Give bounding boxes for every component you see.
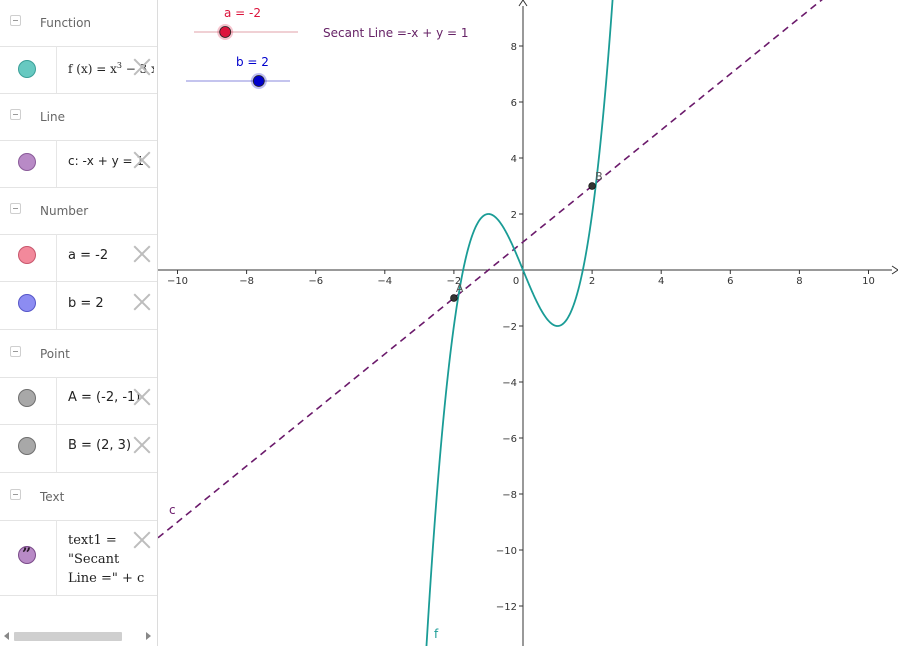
x-axis-arrow-icon — [891, 265, 898, 275]
y-tick-label: −8 — [502, 490, 517, 501]
delete-icon[interactable] — [133, 58, 151, 76]
algebra-item-label: text1 = "Secant Line =" + c — [68, 533, 145, 586]
label-main: f (x) = x — [68, 62, 117, 76]
visibility-toggle-icon[interactable] — [18, 294, 36, 312]
secant-line-c[interactable] — [157, 0, 898, 539]
group-title: Number — [40, 204, 89, 218]
visibility-toggle-icon[interactable] — [18, 60, 36, 78]
collapse-icon[interactable] — [10, 15, 21, 26]
slider-b-knob[interactable] — [252, 75, 265, 87]
algebra-item-label: b = 2 — [68, 296, 104, 311]
delete-icon[interactable] — [133, 245, 151, 263]
group-title: Point — [40, 347, 70, 361]
visibility-toggle-icon[interactable] — [18, 153, 36, 171]
collapse-icon[interactable] — [10, 346, 21, 357]
x-tick-label: 10 — [862, 276, 875, 287]
x-tick-label: 2 — [589, 276, 595, 287]
y-tick-label: −2 — [502, 322, 517, 333]
y-tick-label: −12 — [496, 602, 517, 613]
y-tick-label: 2 — [511, 210, 517, 221]
x-tick-label: −2 — [447, 276, 462, 287]
algebra-item-B[interactable]: B = (2, 3) — [0, 425, 157, 473]
group-title: Text — [40, 490, 65, 504]
divider — [56, 140, 57, 187]
group-title: Line — [40, 110, 66, 124]
delete-icon[interactable] — [133, 388, 151, 406]
slider-b-label: b = 2 — [236, 55, 269, 69]
visibility-toggle-icon[interactable] — [18, 437, 36, 455]
collapse-icon[interactable] — [10, 203, 21, 214]
group-function[interactable]: Function — [0, 0, 157, 47]
delete-icon[interactable] — [133, 151, 151, 169]
line-label-c: c — [169, 503, 176, 517]
visibility-toggle-icon[interactable] — [18, 389, 36, 407]
algebra-view: Function f (x) = x3 − 3 x Line c: -x + y… — [0, 0, 158, 646]
x-tick-label: 8 — [796, 276, 802, 287]
secant-line-text[interactable]: Secant Line =-x + y = 1 — [323, 26, 469, 40]
y-tick-label: −10 — [496, 546, 517, 557]
algebra-item-label: A = (-2, -1) — [68, 390, 141, 405]
group-number[interactable]: Number — [0, 188, 157, 235]
horizontal-scrollbar[interactable] — [0, 628, 157, 646]
divider — [56, 282, 57, 329]
algebra-item-label: B = (2, 3) — [68, 438, 132, 453]
visibility-toggle-icon[interactable] — [18, 246, 36, 264]
delete-icon[interactable] — [133, 293, 151, 311]
algebra-item-label: a = -2 — [68, 248, 109, 263]
curve-label-f: f — [434, 627, 439, 641]
scroll-left-icon[interactable] — [4, 632, 9, 640]
algebra-item-c[interactable]: c: -x + y = 1 — [0, 140, 157, 188]
y-tick-label: −4 — [502, 378, 517, 389]
divider — [56, 520, 57, 595]
group-title: Function — [40, 16, 92, 30]
collapse-icon[interactable] — [10, 109, 21, 120]
point-B[interactable] — [588, 182, 596, 190]
quote-icon[interactable]: ” — [18, 544, 36, 564]
divider — [56, 234, 57, 281]
label-sup: 3 — [116, 61, 122, 70]
algebra-item-A[interactable]: A = (-2, -1) — [0, 377, 157, 425]
graph-canvas[interactable]: −10 −8 −6 −4 −2 0 2 4 6 8 10 −12 −10 −8 −6 −4 −2 2 4 6 8 f c A B — [157, 0, 898, 650]
function-curve-f[interactable] — [425, 0, 614, 650]
divider — [56, 425, 57, 472]
x-tick-label: −10 — [167, 276, 188, 287]
x-tick-label: 6 — [727, 276, 733, 287]
scroll-thumb[interactable] — [14, 632, 122, 641]
point-B-label: B — [595, 170, 603, 183]
y-tick-label: 8 — [511, 42, 517, 53]
y-tick-label: 4 — [511, 154, 517, 165]
x-tick-label: 4 — [658, 276, 664, 287]
group-line[interactable]: Line — [0, 94, 157, 141]
graphics-view[interactable]: −10 −8 −6 −4 −2 0 2 4 6 8 10 −12 −10 −8 −6 −4 −2 2 4 6 8 f c A B… — [157, 0, 898, 650]
point-A-label: A — [456, 282, 464, 295]
divider — [56, 46, 57, 93]
y-tick-label: −6 — [502, 434, 517, 445]
delete-icon[interactable] — [133, 436, 151, 454]
scroll-right-icon[interactable] — [146, 632, 151, 640]
slider-a-knob[interactable] — [219, 26, 232, 38]
group-text[interactable]: Text — [0, 474, 157, 521]
algebra-item-label: c: -x + y = 1 — [68, 154, 144, 168]
algebra-item-a[interactable]: a = -2 — [0, 234, 157, 282]
x-tick-label: −6 — [308, 276, 323, 287]
x-tick-label: −8 — [239, 276, 254, 287]
algebra-item-text1[interactable]: ” text1 = "Secant Line =" + c — [0, 520, 157, 596]
algebra-item-b[interactable]: b = 2 — [0, 282, 157, 330]
x-tick-label: −4 — [377, 276, 392, 287]
algebra-item-f[interactable]: f (x) = x3 − 3 x — [0, 46, 157, 94]
point-A[interactable] — [450, 294, 458, 302]
quote-glyph: ” — [22, 544, 32, 563]
slider-a-label: a = -2 — [224, 6, 262, 20]
delete-icon[interactable] — [133, 531, 151, 549]
collapse-icon[interactable] — [10, 489, 21, 500]
divider — [56, 377, 57, 424]
group-point[interactable]: Point — [0, 331, 157, 378]
y-tick-label: 6 — [511, 98, 517, 109]
x-tick-label: 0 — [513, 276, 519, 287]
y-axis-arrow-icon — [518, 0, 528, 7]
